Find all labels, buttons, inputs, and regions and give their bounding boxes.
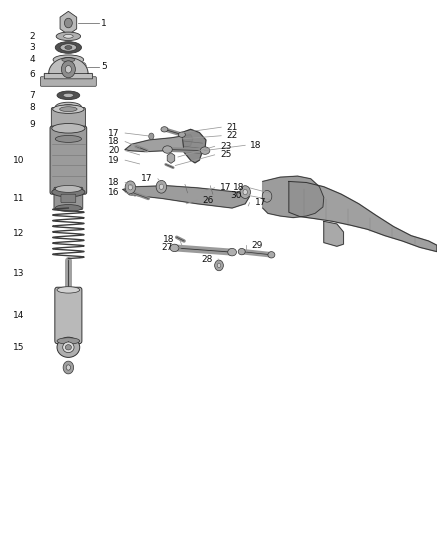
Polygon shape [289,181,437,252]
Polygon shape [123,185,250,208]
Ellipse shape [53,105,84,114]
Ellipse shape [57,338,80,344]
Text: 13: 13 [13,269,25,278]
Circle shape [159,184,163,189]
Text: 4: 4 [29,55,35,64]
Text: 16: 16 [108,188,120,197]
Text: 22: 22 [226,131,238,140]
Circle shape [149,133,154,140]
Polygon shape [44,58,92,79]
Text: 8: 8 [29,102,35,111]
Text: 21: 21 [226,123,238,132]
Text: 2: 2 [29,32,35,41]
Ellipse shape [55,102,81,112]
Ellipse shape [238,248,245,255]
Text: 12: 12 [13,229,25,238]
Text: 1: 1 [101,19,107,28]
Text: 25: 25 [220,150,231,159]
Text: 28: 28 [201,255,213,263]
Text: 9: 9 [29,119,35,128]
Circle shape [66,365,71,370]
Text: 26: 26 [202,196,214,205]
Ellipse shape [65,345,71,350]
Text: 19: 19 [108,156,120,165]
Ellipse shape [268,252,275,258]
Text: 10: 10 [13,156,25,165]
Circle shape [65,66,71,73]
Polygon shape [182,130,206,163]
Text: 18: 18 [108,137,120,146]
Text: 11: 11 [13,194,25,203]
Ellipse shape [162,146,172,154]
Text: 7: 7 [29,91,35,100]
Text: 18: 18 [233,183,244,192]
Ellipse shape [178,132,185,138]
Ellipse shape [170,244,179,252]
Text: 14: 14 [13,311,25,320]
Text: 17: 17 [255,198,266,207]
Circle shape [215,260,223,271]
FancyBboxPatch shape [40,77,96,86]
Polygon shape [324,221,343,246]
Text: 5: 5 [101,62,107,71]
Polygon shape [125,135,193,152]
Text: 17: 17 [141,174,152,183]
Circle shape [79,62,86,71]
Circle shape [156,180,166,193]
Circle shape [128,184,133,190]
FancyBboxPatch shape [50,126,87,194]
Text: 3: 3 [29,43,35,52]
FancyBboxPatch shape [55,287,82,344]
Ellipse shape [228,248,237,256]
Ellipse shape [64,35,73,38]
Text: 18: 18 [163,236,174,245]
Ellipse shape [52,187,85,197]
Ellipse shape [52,124,85,133]
Circle shape [243,189,247,195]
Ellipse shape [55,42,81,53]
Ellipse shape [65,46,72,50]
Ellipse shape [53,55,84,64]
Circle shape [63,361,74,374]
Ellipse shape [55,135,81,142]
Ellipse shape [60,107,77,111]
Ellipse shape [63,93,74,98]
Circle shape [64,18,72,28]
Ellipse shape [57,91,80,100]
Ellipse shape [55,205,81,212]
Polygon shape [263,176,324,217]
Ellipse shape [60,44,77,51]
Text: 17: 17 [220,183,231,192]
FancyBboxPatch shape [51,108,85,141]
Text: 30: 30 [231,191,242,200]
Text: 15: 15 [13,343,25,352]
Ellipse shape [62,58,75,62]
Text: 6: 6 [29,70,35,79]
Circle shape [262,190,272,202]
Ellipse shape [62,104,75,109]
Ellipse shape [55,185,81,192]
Ellipse shape [200,147,210,155]
Text: 23: 23 [220,142,231,151]
Ellipse shape [63,342,74,353]
Ellipse shape [57,287,80,293]
Ellipse shape [161,127,168,132]
Text: 18: 18 [251,141,262,150]
Ellipse shape [57,337,80,358]
Circle shape [125,181,136,193]
Circle shape [61,61,75,78]
Text: 29: 29 [251,241,263,250]
Ellipse shape [56,32,81,41]
Circle shape [217,263,221,268]
Text: 18: 18 [108,178,120,187]
FancyBboxPatch shape [61,194,76,203]
FancyBboxPatch shape [54,187,83,209]
Text: 27: 27 [161,243,172,252]
Text: 17: 17 [108,128,120,138]
Circle shape [240,185,251,198]
Text: 20: 20 [109,146,120,155]
